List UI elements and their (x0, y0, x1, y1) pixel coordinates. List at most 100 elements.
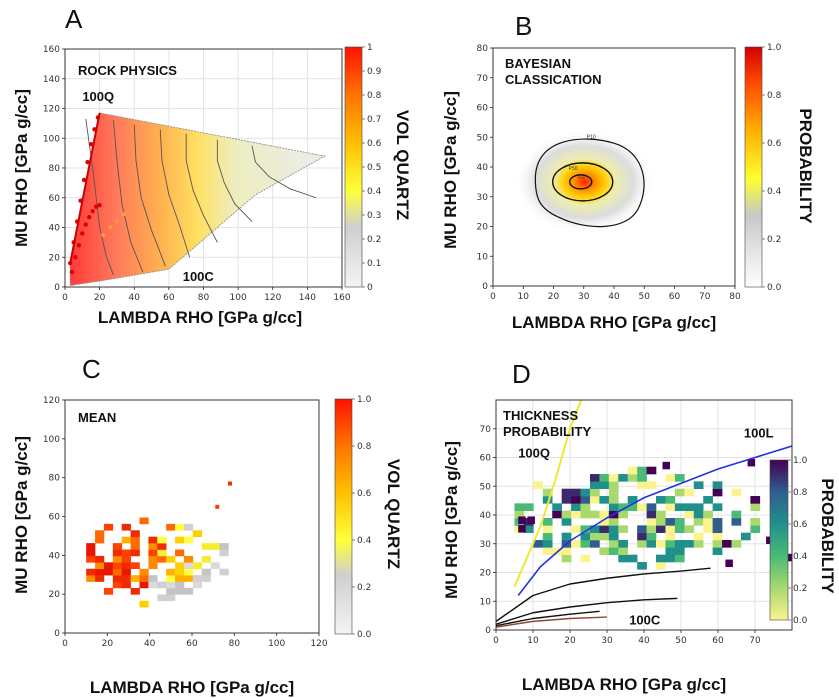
annotation-label: 100L (744, 425, 774, 440)
x-tick-label: 10 (518, 292, 530, 302)
y-tick-label: 30 (477, 193, 489, 203)
heatmap-cell (183, 555, 194, 563)
heatmap-cell (740, 532, 751, 541)
x-tick-label: 20 (564, 636, 576, 646)
heatmap-cell (693, 540, 704, 548)
heatmap-cell (175, 562, 185, 570)
heatmap-cell (523, 503, 534, 511)
heatmap-cell (693, 481, 704, 489)
heatmap-cell (665, 503, 676, 511)
y-tick-label: 0 (485, 626, 491, 636)
panel-letter: B (515, 11, 532, 41)
heatmap-cell (139, 581, 149, 589)
heatmap-cell (731, 488, 742, 497)
heatmap-cell (175, 581, 185, 589)
inset-title: MEAN (78, 410, 116, 425)
heatmap-cell (148, 581, 158, 589)
x-tick-label: 60 (669, 292, 681, 302)
heatmap-cell (674, 540, 685, 548)
heatmap-cell (674, 554, 685, 563)
heatmap-cell (533, 540, 544, 548)
heatmap-cell (130, 587, 140, 595)
heatmap-cell (86, 568, 96, 576)
heatmap-cell (542, 518, 553, 526)
heatmap-cell (684, 525, 695, 533)
heatmap-cell (599, 525, 610, 533)
x-axis-label: LAMBDA RHO [GPa g/cc] (512, 313, 716, 332)
heatmap-cell (580, 510, 591, 519)
y-tick-label: 60 (49, 194, 61, 204)
heatmap-cell (618, 474, 629, 482)
y-tick-label: 20 (49, 253, 61, 263)
heatmap-cell (665, 518, 676, 526)
heatmap-cell (731, 510, 742, 519)
heatmap-cell (183, 568, 194, 576)
heatmap-cell (175, 575, 185, 582)
heatmap-cell (130, 536, 140, 544)
heatmap-cell (674, 547, 685, 555)
colorbar-tick-label: 1 (367, 43, 373, 53)
heatmap-cell (219, 543, 229, 550)
contour-label: P90 (578, 175, 586, 180)
heatmap-cell (542, 525, 553, 533)
heatmap-cell (542, 547, 553, 555)
heatmap-cell (175, 587, 185, 595)
contour-line (85, 118, 114, 276)
heatmap-cell (599, 518, 610, 526)
y-tick-label: 0 (482, 282, 488, 292)
heatmap-cell (148, 575, 158, 582)
heatmap-cell (542, 532, 553, 541)
heatmap-cell (684, 540, 695, 548)
heatmap-cell (103, 568, 114, 576)
heatmap-cell (599, 474, 610, 482)
y-tick-label: 100 (43, 435, 60, 445)
colorbar-tick-label: 1.0 (357, 395, 372, 405)
heatmap-cell (712, 540, 723, 548)
heatmap-cell (656, 540, 666, 548)
heatmap-cell (618, 554, 629, 563)
data-point-red (88, 142, 94, 147)
trend-line (496, 597, 678, 625)
colorbar-tick-label: 0.4 (367, 187, 382, 197)
colorbar-tick-label: 0.0 (767, 283, 782, 293)
heatmap-cell (712, 547, 723, 555)
y-axis-label: MU RHO [GPa g/cc] (441, 91, 460, 249)
plot-body (496, 400, 792, 628)
heatmap-cell (86, 555, 96, 563)
heatmap-cell (103, 587, 114, 595)
plot-body (86, 481, 232, 608)
heatmap-cell (637, 466, 647, 475)
heatmap-cell (731, 518, 742, 526)
quartz-edge (69, 112, 101, 264)
heatmap-cell (693, 510, 704, 519)
x-tick-label: 20 (94, 293, 106, 303)
heatmap-cell (712, 532, 723, 541)
heatmap-cell (112, 575, 123, 582)
heatmap-cell (656, 518, 666, 526)
y-tick-label: 80 (477, 44, 489, 54)
data-point-red (76, 243, 82, 248)
x-tick-label: 0 (62, 639, 68, 649)
heatmap-cell (157, 594, 167, 602)
heatmap-cell (112, 581, 123, 589)
heatmap-cell (192, 562, 203, 570)
heatmap-cell (684, 503, 695, 511)
heatmap-cell (646, 503, 657, 511)
x-tick-label: 80 (229, 639, 241, 649)
heatmap-cell (637, 532, 647, 541)
heatmap-cell (561, 547, 572, 555)
heatmap-cell (130, 562, 140, 570)
y-tick-label: 120 (43, 105, 60, 115)
heatmap-cell (95, 555, 105, 563)
colorbar-tick-label: 0.2 (357, 583, 371, 593)
x-tick-label: 50 (639, 292, 651, 302)
heatmap-cell (747, 458, 756, 467)
heatmap-cell (712, 503, 723, 511)
heatmap-cell (183, 587, 194, 595)
heatmap-cell (148, 562, 158, 570)
y-tick-label: 80 (49, 164, 61, 174)
trend-line-100q (513, 400, 583, 588)
heatmap-cell (674, 474, 685, 482)
x-tick-label: 60 (712, 636, 724, 646)
